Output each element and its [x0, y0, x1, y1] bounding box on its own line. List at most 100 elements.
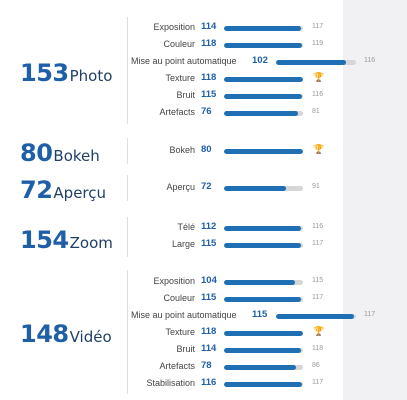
sub-score-value: 118	[201, 72, 217, 83]
score-bar	[224, 186, 303, 191]
best-score: 117	[312, 23, 324, 30]
best-score: 117	[312, 240, 324, 247]
score-value: 154	[20, 226, 69, 254]
sub-score-value: 118	[201, 38, 217, 49]
category-name: Zoom	[69, 234, 113, 252]
section-divider	[127, 217, 128, 257]
score-bar-fill	[224, 365, 296, 370]
sub-score-row: Exposition 114 117	[128, 20, 343, 37]
best-score: 86	[312, 362, 320, 369]
score-bar-fill	[224, 382, 303, 387]
category-name: Aperçu	[53, 184, 107, 202]
score-bar	[224, 382, 303, 387]
sub-score-row: Large 115 117	[128, 237, 343, 254]
score-bar	[224, 94, 303, 99]
sub-score-label: Exposition	[153, 22, 195, 32]
sub-score-label: Exposition	[153, 276, 195, 286]
sub-score-value: 112	[201, 221, 217, 232]
sub-score-value: 115	[252, 309, 268, 320]
sub-score-label: Bruit	[176, 90, 195, 100]
sub-score-row: Bokeh 80 🏆	[128, 143, 343, 160]
score-value: 80	[20, 139, 53, 167]
score-bar	[224, 226, 303, 231]
score-bar-fill	[224, 226, 301, 231]
sub-score-row: Artefacts 78 86	[128, 359, 343, 376]
score-bar	[276, 314, 356, 319]
sub-score-row: Stabilisation 116 117	[128, 376, 343, 393]
score-bar-fill	[224, 243, 302, 248]
sub-score-value: 76	[201, 106, 212, 117]
sub-score-row: Télé 112 116	[128, 220, 343, 237]
trophy-icon: 🏆	[313, 326, 325, 336]
category-name: Vidéo	[69, 328, 112, 346]
sub-score-value: 114	[201, 343, 217, 354]
overall-score: 148 Vidéo	[20, 320, 112, 348]
section-divider	[127, 270, 128, 394]
best-score: 81	[312, 108, 320, 115]
score-bar	[224, 331, 303, 336]
score-bar-fill	[224, 280, 296, 285]
best-score: 116	[312, 223, 324, 230]
sub-score-value: 72	[201, 181, 212, 192]
score-bar-fill	[224, 43, 303, 48]
score-bar	[224, 243, 303, 248]
best-score: 115	[312, 277, 324, 284]
sub-score-label: Couleur	[163, 293, 195, 303]
score-bar	[224, 365, 303, 370]
sub-score-row: Mise au point automatique 115 117	[128, 308, 375, 325]
sub-score-row: Couleur 115 117	[128, 291, 343, 308]
sub-score-value: 104	[201, 275, 217, 286]
sub-score-label: Bruit	[176, 344, 195, 354]
score-bar	[276, 60, 356, 65]
section-divider	[127, 17, 128, 124]
category-name: Photo	[69, 67, 113, 85]
overall-score: 154 Zoom	[20, 226, 113, 254]
score-bar	[224, 43, 303, 48]
overall-score: 80 Bokeh	[20, 139, 100, 167]
score-bar-fill	[224, 111, 299, 116]
sub-score-label: Aperçu	[166, 182, 195, 192]
trophy-icon: 🏆	[313, 144, 325, 154]
sub-score-label: Stabilisation	[146, 378, 195, 388]
sub-score-value: 116	[201, 377, 217, 388]
sub-score-label: Texture	[165, 73, 195, 83]
section-divider	[127, 138, 128, 164]
score-value: 153	[20, 59, 69, 87]
sub-score-row: Bruit 114 118	[128, 342, 343, 359]
sub-score-value: 102	[252, 55, 268, 66]
best-score: 119	[312, 40, 324, 47]
score-bar	[224, 77, 303, 82]
score-bar-fill	[224, 186, 287, 191]
best-score: 116	[312, 91, 324, 98]
sub-score-label: Artefacts	[159, 107, 195, 117]
score-bar	[224, 297, 303, 302]
score-bar-fill	[224, 297, 302, 302]
sub-score-row: Exposition 104 115	[128, 274, 343, 291]
section-divider	[127, 175, 128, 201]
score-bar-fill	[276, 60, 347, 65]
score-bar-fill	[224, 331, 303, 336]
sub-score-row: Aperçu 72 91	[128, 180, 343, 197]
overall-score: 72 Aperçu	[20, 176, 106, 204]
score-bar	[224, 149, 303, 154]
sub-score-value: 115	[201, 89, 217, 100]
sub-score-label: Mise au point automatique	[131, 310, 237, 320]
sub-score-value: 80	[201, 144, 212, 155]
score-bar	[224, 280, 303, 285]
sub-score-label: Artefacts	[159, 361, 195, 371]
sub-score-row: Artefacts 76 81	[128, 105, 343, 122]
sub-score-value: 115	[201, 238, 217, 249]
sub-score-row: Texture 118 🏆	[128, 325, 343, 342]
category-name: Bokeh	[53, 147, 100, 165]
sub-score-label: Large	[171, 239, 195, 249]
sub-score-label: Texture	[165, 327, 195, 337]
score-bar-fill	[224, 94, 303, 99]
best-score: 117	[312, 379, 324, 386]
sub-score-label: Couleur	[163, 39, 195, 49]
sub-score-row: Texture 118 🏆	[128, 71, 343, 88]
sub-score-label: Télé	[177, 222, 195, 232]
trophy-icon: 🏆	[313, 72, 325, 82]
score-bar	[224, 26, 303, 31]
score-bar-fill	[224, 348, 301, 353]
sub-score-value: 78	[201, 360, 212, 371]
